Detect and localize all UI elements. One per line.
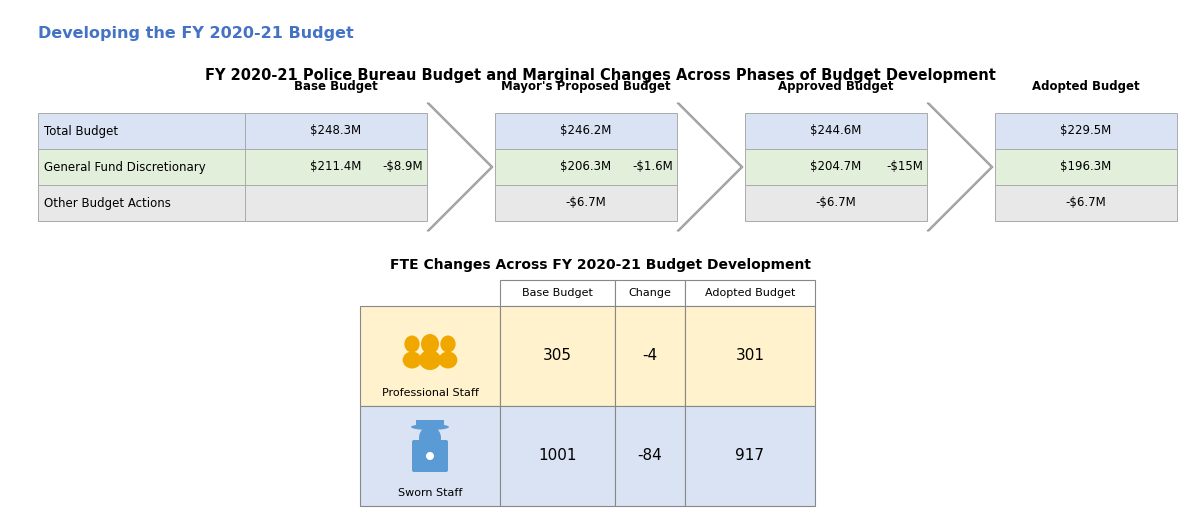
- Text: Approved Budget: Approved Budget: [779, 80, 894, 93]
- Ellipse shape: [403, 352, 421, 369]
- Text: Adopted Budget: Adopted Budget: [704, 288, 796, 298]
- Text: $244.6M: $244.6M: [810, 125, 862, 137]
- Bar: [245, 113, 427, 149]
- Text: Professional Staff: Professional Staff: [382, 388, 479, 398]
- Bar: [245, 149, 427, 185]
- Bar: [995, 113, 1177, 149]
- Text: Total Budget: Total Budget: [44, 125, 118, 137]
- Bar: [496, 113, 677, 149]
- Bar: [496, 149, 677, 185]
- Text: -$6.7M: -$6.7M: [565, 196, 606, 210]
- Text: -$1.6M: -$1.6M: [632, 161, 673, 174]
- Bar: [38, 185, 245, 221]
- Bar: [745, 149, 928, 185]
- Text: -$15M: -$15M: [886, 161, 923, 174]
- Bar: [245, 185, 427, 221]
- Ellipse shape: [426, 452, 434, 460]
- Text: FTE Changes Across FY 2020-21 Budget Development: FTE Changes Across FY 2020-21 Budget Dev…: [390, 258, 810, 272]
- Bar: [38, 149, 245, 185]
- Text: 1001: 1001: [539, 448, 577, 464]
- Polygon shape: [427, 103, 493, 231]
- Bar: [616, 406, 685, 506]
- Text: FY 2020-21 Police Bureau Budget and Marginal Changes Across Phases of Budget Dev: FY 2020-21 Police Bureau Budget and Marg…: [204, 68, 996, 83]
- Text: $229.5M: $229.5M: [1061, 125, 1111, 137]
- Bar: [496, 185, 677, 221]
- Text: -4: -4: [642, 348, 658, 363]
- Text: $196.3M: $196.3M: [1061, 161, 1111, 174]
- Bar: [995, 149, 1177, 185]
- Bar: [616, 306, 685, 406]
- Bar: [360, 406, 500, 506]
- Ellipse shape: [419, 350, 442, 370]
- Text: -84: -84: [637, 448, 662, 464]
- Text: $248.3M: $248.3M: [311, 125, 361, 137]
- Text: 917: 917: [736, 448, 764, 464]
- Bar: [745, 185, 928, 221]
- Text: Change: Change: [629, 288, 672, 298]
- Text: Base Budget: Base Budget: [294, 80, 378, 93]
- Bar: [616, 280, 685, 306]
- Bar: [685, 306, 815, 406]
- Bar: [416, 420, 444, 428]
- Ellipse shape: [440, 335, 456, 353]
- Bar: [995, 185, 1177, 221]
- Bar: [685, 406, 815, 506]
- Text: Adopted Budget: Adopted Budget: [1032, 80, 1140, 93]
- Text: General Fund Discretionary: General Fund Discretionary: [44, 161, 205, 174]
- Bar: [500, 406, 616, 506]
- Bar: [360, 306, 500, 406]
- Text: Mayor's Proposed Budget: Mayor's Proposed Budget: [502, 80, 671, 93]
- Bar: [38, 113, 245, 149]
- Text: 301: 301: [736, 348, 764, 363]
- FancyBboxPatch shape: [412, 440, 448, 472]
- Bar: [745, 113, 928, 149]
- Bar: [500, 280, 616, 306]
- Ellipse shape: [419, 426, 442, 450]
- Bar: [500, 306, 616, 406]
- Text: Other Budget Actions: Other Budget Actions: [44, 196, 170, 210]
- Ellipse shape: [410, 424, 449, 430]
- Bar: [685, 280, 815, 306]
- Text: $206.3M: $206.3M: [560, 161, 612, 174]
- Polygon shape: [928, 103, 994, 231]
- Text: -$8.9M: -$8.9M: [383, 161, 424, 174]
- Text: -$6.7M: -$6.7M: [1066, 196, 1106, 210]
- Ellipse shape: [404, 335, 420, 353]
- Ellipse shape: [439, 352, 457, 369]
- Text: Base Budget: Base Budget: [522, 288, 593, 298]
- Text: $204.7M: $204.7M: [810, 161, 862, 174]
- Text: Sworn Staff: Sworn Staff: [398, 488, 462, 498]
- Text: Developing the FY 2020-21 Budget: Developing the FY 2020-21 Budget: [38, 26, 354, 41]
- Text: -$6.7M: -$6.7M: [816, 196, 857, 210]
- Ellipse shape: [421, 334, 439, 354]
- Text: $211.4M: $211.4M: [311, 161, 361, 174]
- Text: $246.2M: $246.2M: [560, 125, 612, 137]
- Text: 305: 305: [542, 348, 572, 363]
- Polygon shape: [677, 103, 743, 231]
